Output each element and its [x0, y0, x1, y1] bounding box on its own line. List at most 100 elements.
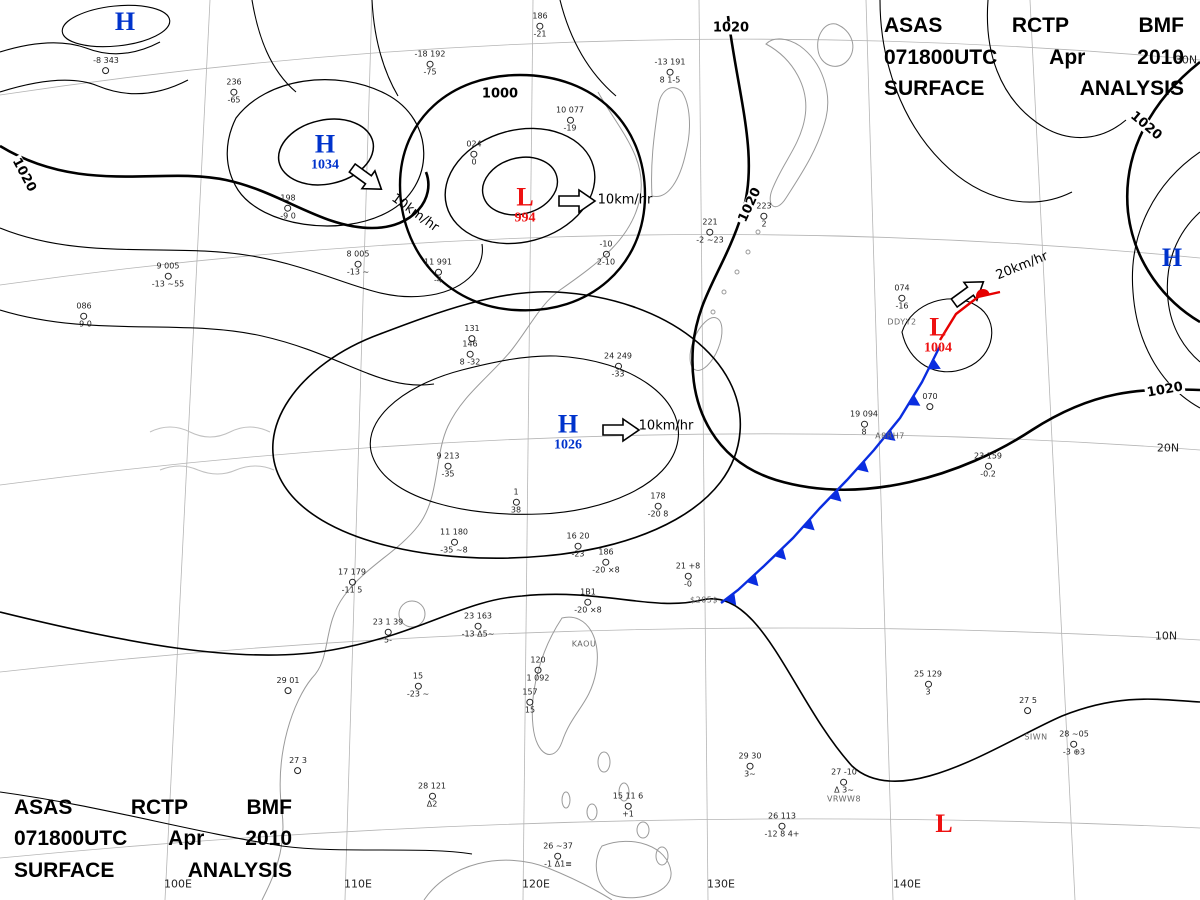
station-plot: 24 249 -33	[604, 351, 632, 379]
station-plot: 070	[922, 392, 938, 411]
isobar-value-label: 1020	[1144, 379, 1186, 401]
station-plot: 27 5	[1019, 696, 1037, 715]
station-id-label: A8RH7	[875, 431, 905, 441]
station-plot: 26 ~37 -1 Δ1≡	[543, 841, 573, 869]
station-id-label: KAOU	[571, 639, 597, 649]
pressure-center-high: H	[114, 7, 136, 36]
station-plot: 21 +8 -0	[675, 561, 701, 589]
station-id-label: $205$	[690, 595, 718, 605]
station-plot: 8 005 -13 ~	[346, 249, 370, 277]
station-plot: 024 0	[466, 139, 482, 167]
station-id-label: VRWW8	[826, 794, 862, 804]
station-plot: -10 2-10	[596, 239, 616, 267]
isobar-value-label: 1020	[1126, 108, 1166, 144]
pressure-center-high: H	[1161, 243, 1183, 272]
coast-hokkaido	[817, 23, 854, 67]
movement-arrow-icon	[558, 188, 597, 214]
station-id-label: SIWN	[1024, 732, 1048, 742]
station-plot: 178 -20 8	[647, 491, 669, 519]
cold-front-triangle-icon	[907, 394, 921, 406]
station-plot: 11 180 -35 ~8	[440, 527, 468, 555]
station-plot: 120 1 092	[526, 655, 550, 683]
station-plot: 15 -23 ~	[406, 671, 430, 699]
station-id-label: DDYY2	[887, 317, 917, 327]
isobar-1026-outer	[272, 290, 741, 559]
station-plot: 28 ~05 -3 ⊕3	[1059, 729, 1089, 757]
station-plot: 9 213 -35	[436, 451, 460, 479]
coast-korea	[651, 87, 690, 197]
station-plot: 198 -9 0	[280, 193, 296, 221]
cold-front-triangle-icon	[829, 489, 842, 502]
pressure-center-high: H 1034	[311, 129, 339, 173]
station-plot: 11 991 -4	[424, 257, 452, 285]
title-line-2: 071800UTC Apr 2010	[14, 827, 292, 850]
pressure-center-low: L 994	[514, 182, 536, 226]
isobar-bottom	[0, 593, 1200, 783]
title-line-3: SURFACE ANALYSIS	[884, 77, 1184, 100]
station-plot: 10 077 -19	[556, 105, 584, 133]
grid-coordinate-label: 120E	[522, 877, 550, 891]
station-plot: 086 -9 0	[76, 301, 92, 329]
station-plot: 15 11 6 +1	[612, 791, 644, 819]
title-line-1: ASAS RCTP BMF	[884, 14, 1184, 37]
station-plot: 131	[464, 324, 480, 343]
station-plot: 16 20 -23	[566, 531, 590, 559]
coast-china-indochina	[261, 91, 642, 900]
station-plot: 221 -2 ~23	[696, 217, 724, 245]
station-plot: 186 -20 ×8	[592, 547, 620, 575]
station-plot: 146 8 -32	[459, 339, 481, 367]
movement-arrow-icon	[602, 417, 641, 443]
station-plot: 26 113 -12 8 4+	[764, 811, 800, 839]
pressure-center-low: L	[935, 809, 953, 838]
cold-front-triangle-icon	[746, 573, 759, 587]
grid-coordinate-label: 30N	[1174, 53, 1198, 67]
station-plot: 1 38	[510, 487, 522, 515]
movement-arrow-icon	[348, 162, 383, 190]
station-plot: 28 121 Δ2	[418, 781, 446, 809]
station-plot: 074 -16	[894, 283, 910, 311]
coast-luzon	[531, 616, 598, 755]
cold-front-triangle-icon	[802, 518, 815, 531]
station-plot: 27 3	[289, 756, 307, 775]
title-line-2: 071800UTC Apr 2010	[884, 45, 1184, 69]
station-plot: 223 2	[756, 201, 772, 229]
isobar-1000-loop	[398, 73, 647, 312]
station-plot: 1B1 -20 ×8	[574, 587, 602, 615]
grid-coordinate-label: 110E	[344, 877, 372, 891]
pressure-center-high: H 1026	[554, 409, 582, 453]
cold-front-triangle-icon	[883, 429, 896, 441]
title-line-3: SURFACE ANALYSIS	[14, 858, 292, 882]
title-block-bottom-left: ASAS RCTP BMF 071800UTC Apr 2010 SURFACE ANAL…	[14, 792, 292, 887]
station-plot: 236 -65	[226, 77, 242, 105]
isobars	[0, 0, 1200, 855]
movement-speed-label: 10km/hr	[638, 418, 694, 434]
station-plot: -13 191 8 1-5	[654, 57, 686, 85]
coast-borneo	[423, 859, 613, 900]
station-plot: 9 005 -13 ~55	[151, 261, 185, 289]
coast-hainan	[398, 600, 426, 628]
grid-coordinate-label: 100E	[164, 877, 192, 891]
isobar-1020-west	[0, 144, 430, 230]
grid-coordinate-label: 10N	[1154, 629, 1178, 643]
grid-coordinate-label: 20N	[1156, 441, 1180, 455]
station-plot: 17 179 -11 5	[338, 567, 366, 595]
station-plot: 23 163 -13 Δ5~	[461, 611, 495, 639]
grid-coordinate-label: 130E	[707, 877, 735, 891]
coast-japan	[765, 38, 829, 208]
pressure-center-low: L 1004	[924, 312, 952, 356]
station-plot: 27 -10 Δ 3~	[831, 767, 857, 795]
warm-front-line	[938, 290, 1001, 341]
fronts-and-arrows	[348, 162, 1001, 606]
station-plot: 186 -21	[532, 11, 548, 39]
station-plot: 29 01	[277, 676, 299, 695]
station-plot: -18 192 -75	[414, 49, 446, 77]
coast-mindanao	[595, 840, 672, 899]
movement-speed-label: 10km/hr	[597, 192, 653, 208]
cold-front-triangle-icon	[856, 460, 869, 473]
isobar-1020-central	[691, 15, 1200, 491]
cold-front-triangle-icon	[928, 358, 941, 370]
